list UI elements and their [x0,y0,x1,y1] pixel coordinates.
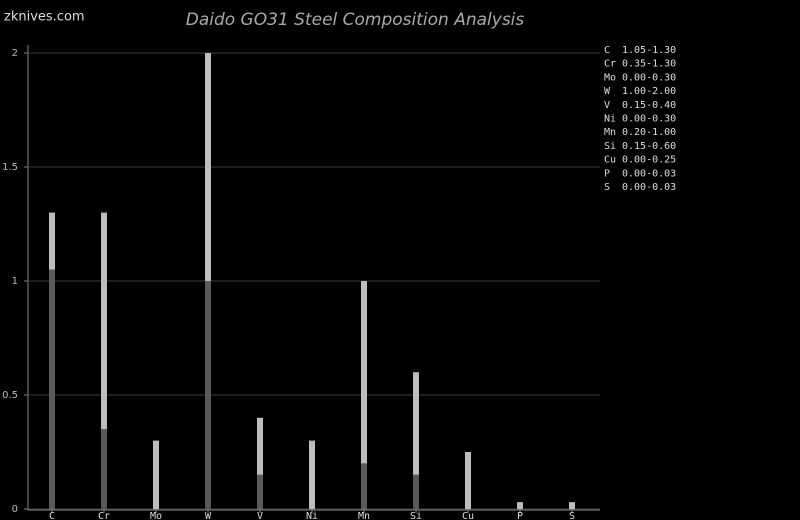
legend-element: Cr [604,59,616,70]
bar-low [205,281,211,509]
legend-element: W [604,86,611,97]
x-tick-label: W [205,511,212,520]
legend-element: C [604,45,610,56]
bar-high [465,452,471,509]
legend-range: 0.00-0.25 [622,155,676,166]
chart-title: Daido GO31 Steel Composition Analysis [186,10,525,30]
bar-low [413,474,419,509]
bar-high [205,53,211,281]
x-tick-label: Ni [306,511,318,520]
bar-high [569,502,575,509]
bar-low [49,269,55,509]
bar-high [101,212,107,430]
legend-element: V [604,100,610,111]
bar-high [361,281,367,464]
bar-high [517,502,523,509]
bar-high [153,440,159,509]
x-tick-label: S [569,511,575,520]
legend-range: 0.00-0.30 [622,72,676,83]
x-tick-label: V [257,511,263,520]
legend-element: Si [604,141,616,152]
x-tick-label: C [49,511,55,520]
y-tick-label: 1.5 [2,162,18,173]
legend-range: 0.00-0.03 [622,182,676,193]
legend-element: P [604,168,610,179]
bar-low [361,463,367,509]
bar-high [49,212,55,270]
x-tick-label: Cr [98,511,110,520]
y-tick-label: 0.5 [2,390,18,401]
legend-element: Cu [604,155,616,166]
legend-element: Mo [604,72,616,83]
legend-range: 0.00-0.03 [622,168,676,179]
bar-high [309,440,315,509]
y-tick-label: 1 [12,276,18,287]
x-tick-label: Mn [358,511,370,520]
bar-low [257,474,263,509]
x-tick-label: P [517,511,523,520]
bar-high [257,417,263,475]
legend-element: S [604,182,610,193]
y-tick-label: 2 [12,48,18,59]
bar-high [413,372,419,475]
legend-range: 1.00-2.00 [622,86,676,97]
legend-element: Mn [604,127,616,138]
legend-range: 0.20-1.00 [622,127,676,138]
x-tick-label: Si [410,511,422,520]
legend-range: 0.15-0.60 [622,141,676,152]
legend-range: 1.05-1.30 [622,45,676,56]
x-tick-label: Mo [150,511,162,520]
site-watermark: zknives.com [4,10,85,25]
y-tick-label: 0 [12,504,18,515]
legend-element: Ni [604,114,616,125]
legend-range: 0.15-0.40 [622,100,676,111]
legend-range: 0.35-1.30 [622,59,676,70]
x-tick-label: Cu [462,511,474,520]
legend-range: 0.00-0.30 [622,114,676,125]
bar-low [101,429,107,509]
